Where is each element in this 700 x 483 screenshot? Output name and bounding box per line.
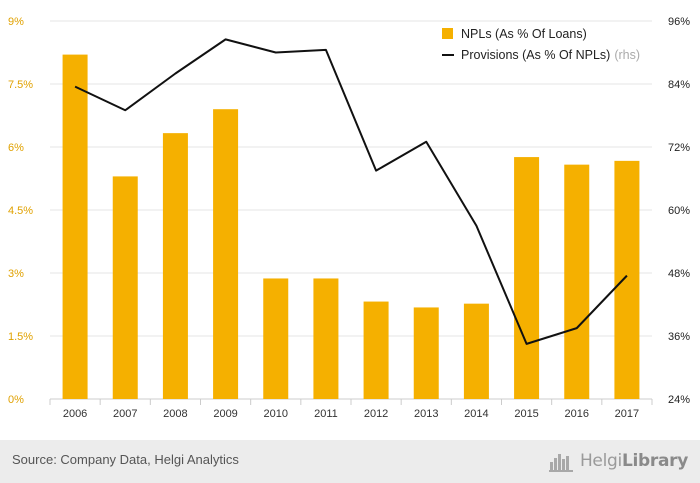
line-series [74, 38, 628, 345]
x-tick-label: 2007 [113, 408, 137, 420]
legend-bar-swatch [442, 28, 453, 39]
footer: Source: Company Data, Helgi Analytics He… [0, 440, 700, 483]
bar [213, 109, 239, 399]
x-tick-label: 2013 [414, 408, 438, 420]
legend: NPLs (As % Of Loans) Provisions (As % Of… [442, 27, 640, 62]
bar [564, 164, 590, 399]
bar-series [62, 54, 640, 399]
x-tick-label: 2006 [63, 408, 87, 420]
bar [363, 301, 389, 399]
x-tick-label: 2010 [264, 408, 288, 420]
helgi-library-logo-icon [548, 454, 573, 472]
right-tick-label: 72% [668, 142, 690, 154]
right-tick-label: 60% [668, 205, 690, 217]
right-tick-label: 24% [668, 394, 690, 406]
bar [413, 307, 439, 399]
legend-line-name: Provisions (As % Of NPLs) [461, 48, 610, 62]
left-tick-label: 4.5% [8, 205, 33, 217]
legend-bar-label: NPLs (As % Of Loans) [461, 27, 587, 41]
bar [112, 176, 138, 399]
right-tick-label: 84% [668, 79, 690, 91]
left-tick-label: 3% [8, 268, 24, 280]
bar [614, 160, 640, 399]
x-axis: 2006 2007 2008 2009 2010 2011 2012 2013 2014 2015… [49, 399, 653, 420]
x-tick-label: 2011 [314, 408, 338, 420]
right-tick-label: 48% [668, 268, 690, 280]
bar [162, 133, 188, 399]
x-tick-label: 2017 [615, 408, 639, 420]
right-tick-label: 96% [668, 16, 690, 28]
bar [514, 157, 540, 399]
x-tick-label: 2009 [213, 408, 237, 420]
x-tick-label: 2008 [163, 408, 187, 420]
provisions-line [74, 38, 628, 345]
x-tick-label: 2015 [514, 408, 538, 420]
bar [62, 54, 88, 399]
legend-line-label: Provisions (As % Of NPLs) (rhs) [461, 48, 640, 62]
left-tick-label: 0% [8, 394, 24, 406]
bar [313, 278, 339, 399]
left-axis: 0% 1.5% 3% 4.5% 6% 7.5% 9% [8, 16, 33, 406]
left-tick-label: 9% [8, 16, 24, 28]
right-tick-label: 36% [668, 331, 690, 343]
gridlines [50, 20, 652, 400]
logo-text-b: Library [621, 451, 688, 471]
left-tick-label: 7.5% [8, 79, 33, 91]
legend-line-suffix: (rhs) [614, 48, 640, 62]
logo-text-a: Helgi [579, 451, 622, 471]
bar [463, 303, 489, 399]
x-tick-label: 2014 [464, 408, 488, 420]
left-tick-label: 6% [8, 142, 24, 154]
bar [263, 278, 289, 399]
source-note: Source: Company Data, Helgi Analytics [12, 452, 239, 467]
helgi-library-logo[interactable]: HelgiLibrary [548, 449, 688, 473]
x-tick-label: 2016 [565, 408, 589, 420]
x-tick-label: 2012 [364, 408, 388, 420]
chart: 0% 1.5% 3% 4.5% 6% 7.5% 9% 24% 36% 48% 60% 72% 84% 9… [8, 16, 690, 420]
left-tick-label: 1.5% [8, 331, 33, 343]
right-axis: 24% 36% 48% 60% 72% 84% 96% [668, 16, 690, 406]
logo-text: HelgiLibrary [580, 451, 688, 471]
